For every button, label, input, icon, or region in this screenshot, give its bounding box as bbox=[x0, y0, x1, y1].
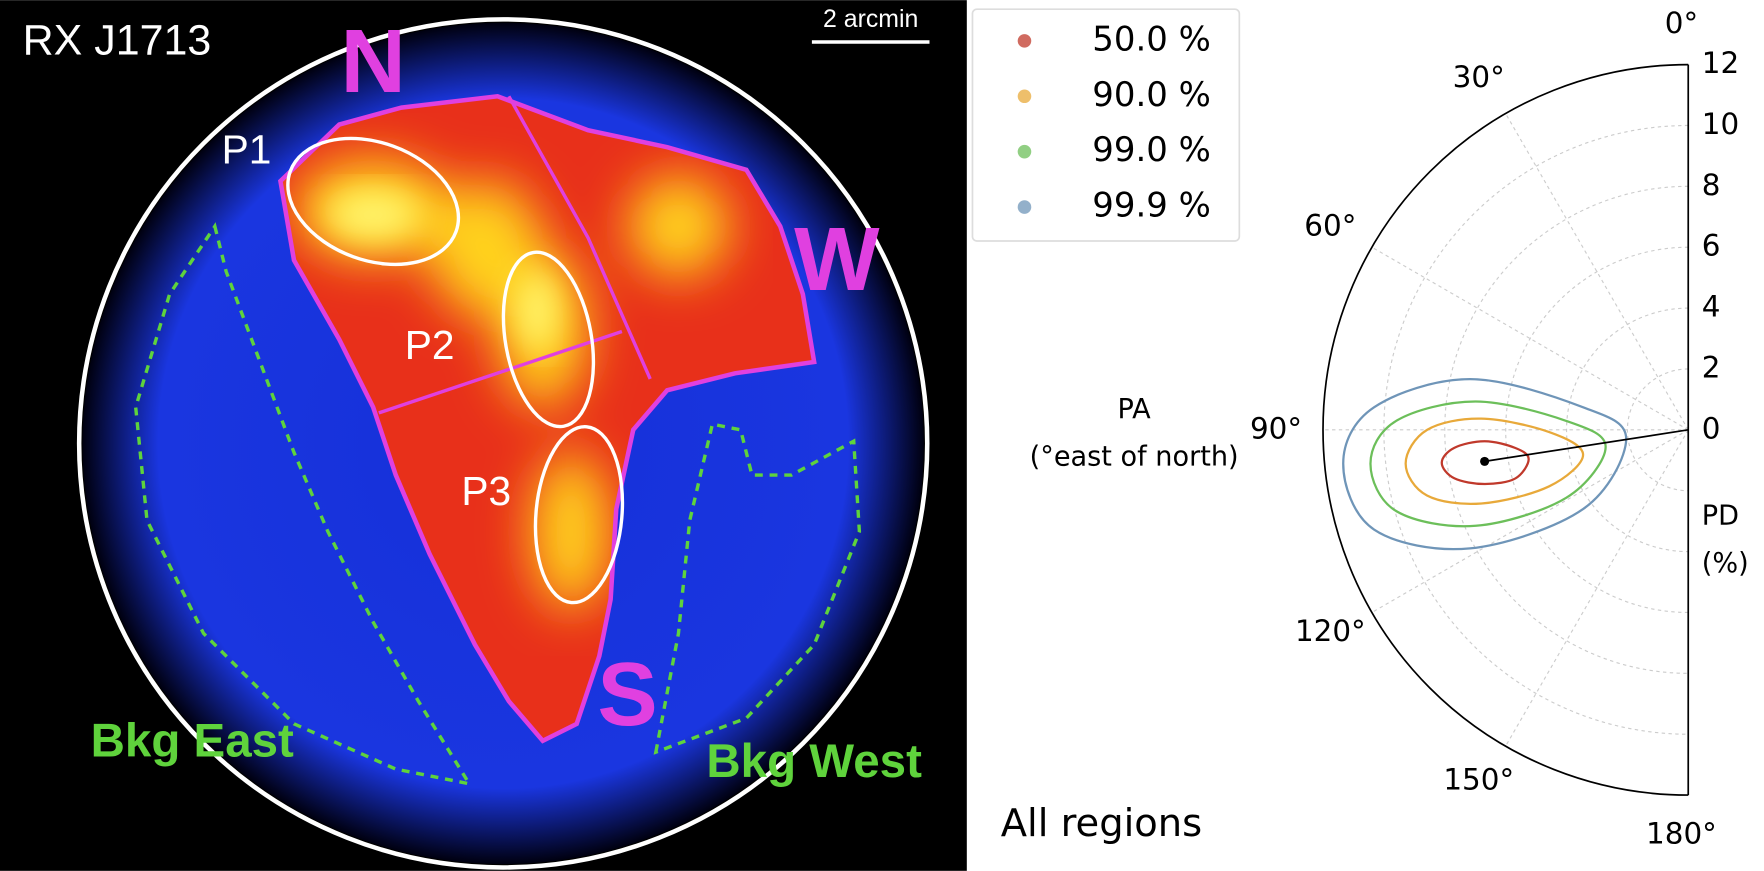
image-title: RX J1713 bbox=[23, 16, 212, 64]
r-axis-label: (%) bbox=[1702, 548, 1749, 579]
theta-axis-label: PA bbox=[1118, 394, 1152, 425]
legend-marker bbox=[1017, 200, 1032, 214]
r-tick-label: 8 bbox=[1702, 168, 1721, 202]
confidence-contour bbox=[1404, 417, 1585, 505]
r-tick-label: 2 bbox=[1702, 350, 1721, 384]
xray-image bbox=[0, 0, 967, 871]
r-tick-label: 10 bbox=[1702, 107, 1739, 141]
grid-circle bbox=[1627, 368, 1689, 492]
r-tick-label: 6 bbox=[1702, 229, 1721, 263]
theta-tick-label: 120° bbox=[1295, 614, 1366, 648]
region-label: Bkg West bbox=[706, 735, 922, 788]
r-tick-label: 12 bbox=[1702, 46, 1739, 80]
legend-box bbox=[971, 8, 1241, 242]
grid-circle bbox=[1505, 246, 1689, 614]
annotation: All regions bbox=[1001, 801, 1202, 846]
outer-arc bbox=[1322, 63, 1689, 796]
west-label: W bbox=[794, 209, 880, 310]
best-fit-point bbox=[1480, 456, 1490, 466]
confidence-contour bbox=[1440, 440, 1530, 486]
confidence-contour bbox=[1369, 400, 1607, 528]
legend-label: 90.0 % bbox=[1092, 75, 1210, 114]
legend-label: 99.0 % bbox=[1092, 130, 1210, 169]
legend-label: 99.9 % bbox=[1092, 186, 1210, 225]
legend-marker bbox=[1017, 144, 1032, 159]
theta-tick-label: 30° bbox=[1453, 60, 1505, 94]
region-label: P3 bbox=[461, 468, 511, 514]
scale-bar-label: 2 arcmin bbox=[823, 5, 918, 33]
grid-circle bbox=[1444, 185, 1689, 674]
theta-tick-label: 0° bbox=[1665, 6, 1698, 40]
legend-marker bbox=[1017, 89, 1032, 104]
region-label: P1 bbox=[222, 127, 272, 173]
best-fit-line bbox=[1484, 429, 1689, 463]
legend-marker bbox=[1017, 34, 1032, 48]
confidence-contour bbox=[1342, 377, 1628, 551]
theta-tick-label: 90° bbox=[1250, 411, 1302, 445]
north-label: N bbox=[340, 11, 405, 112]
grid-circle bbox=[1565, 307, 1689, 553]
r-axis-label: PD bbox=[1702, 500, 1739, 531]
r-tick-label: 4 bbox=[1702, 290, 1721, 324]
theta-axis-label: (°east of north) bbox=[1030, 442, 1239, 473]
theta-tick-label: 150° bbox=[1443, 762, 1514, 796]
legend-label: 50.0 % bbox=[1092, 19, 1210, 58]
south-label: S bbox=[597, 644, 657, 745]
r-tick-label: 0 bbox=[1702, 411, 1721, 445]
theta-tick-label: 60° bbox=[1304, 209, 1356, 243]
region-label: P2 bbox=[405, 322, 455, 368]
region-label: Bkg East bbox=[91, 715, 294, 768]
theta-tick-label: 180° bbox=[1646, 817, 1717, 851]
